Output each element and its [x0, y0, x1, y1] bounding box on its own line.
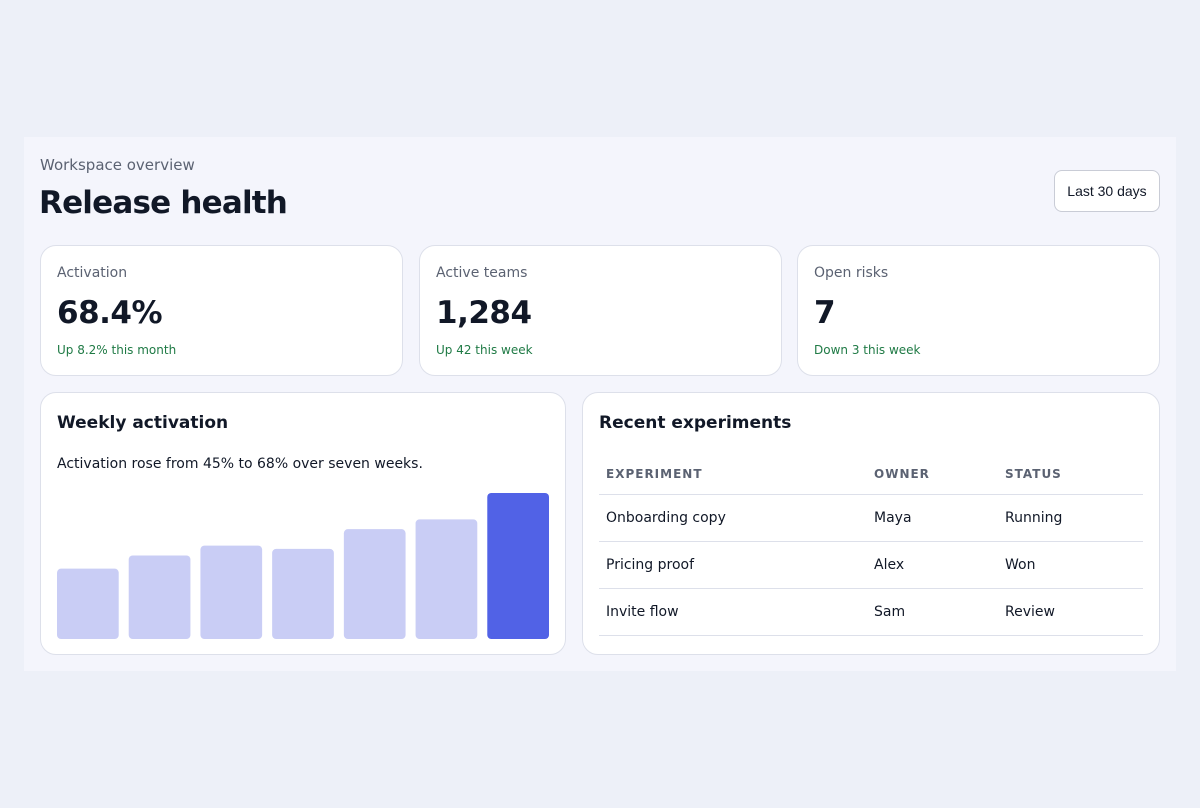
stat-card-open-risks: Open risks 7 Down 3 this week [797, 245, 1160, 376]
table-row[interactable]: Pricing proof Alex Won [599, 541, 1143, 589]
column-header-status: STATUS [998, 455, 1143, 495]
stat-value: 7 [814, 295, 836, 331]
page-title: Release health [39, 185, 288, 221]
experiment-status: Review [998, 588, 1143, 636]
table-row[interactable]: Invite flow Sam Review [599, 588, 1143, 636]
column-header-owner: OWNER [867, 455, 998, 495]
release-health-panel: Workspace overview Release health Last 3… [24, 137, 1176, 671]
chart-bar [415, 519, 478, 639]
stat-label: Activation [57, 265, 128, 281]
experiments-table: EXPERIMENT OWNER STATUS Onboarding copy … [599, 455, 1143, 636]
experiment-name: Invite flow [599, 588, 867, 636]
date-range-button[interactable]: Last 30 days [1054, 170, 1160, 212]
recent-experiments-card: Recent experiments EXPERIMENT OWNER STAT… [582, 392, 1160, 655]
experiment-owner: Alex [867, 541, 998, 589]
chart-bar [487, 493, 549, 639]
page-eyebrow: Workspace overview [40, 156, 195, 174]
experiment-owner: Sam [867, 588, 998, 636]
stat-label: Open risks [814, 265, 889, 281]
experiment-name: Pricing proof [599, 541, 867, 589]
chart-bar [272, 548, 334, 639]
table-header-row: EXPERIMENT OWNER STATUS [599, 455, 1143, 495]
stat-value: 1,284 [436, 295, 532, 331]
stat-card-activation: Activation 68.4% Up 8.2% this month [40, 245, 403, 376]
experiment-owner: Maya [867, 494, 998, 542]
experiment-status: Won [998, 541, 1143, 589]
stat-value: 68.4% [57, 295, 163, 331]
weekly-activation-card: Weekly activation Activation rose from 4… [40, 392, 566, 655]
column-header-experiment: EXPERIMENT [599, 455, 867, 495]
experiment-name: Onboarding copy [599, 494, 867, 542]
stat-trend: Up 8.2% this month [57, 343, 177, 357]
stat-label: Active teams [436, 265, 528, 281]
chart-title: Weekly activation [57, 413, 229, 433]
stat-trend: Down 3 this week [814, 343, 921, 357]
chart-caption: Activation rose from 45% to 68% over sev… [57, 456, 423, 472]
stat-card-active-teams: Active teams 1,284 Up 42 this week [419, 245, 782, 376]
experiment-status: Running [998, 494, 1143, 542]
table-title: Recent experiments [599, 413, 792, 433]
table-row[interactable]: Onboarding copy Maya Running [599, 494, 1143, 542]
weekly-activation-chart [57, 493, 549, 639]
chart-bar [57, 568, 119, 639]
chart-bar [200, 545, 263, 639]
chart-bar [128, 555, 191, 639]
stat-trend: Up 42 this week [436, 343, 533, 357]
chart-bar [343, 529, 406, 639]
